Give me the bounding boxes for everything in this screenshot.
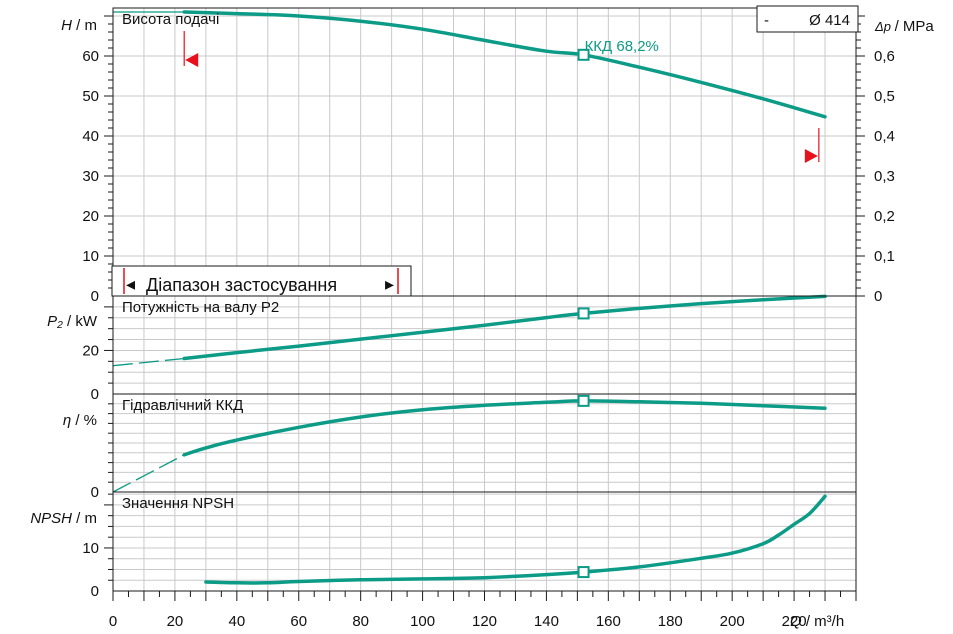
y-axis-unit: / m	[76, 510, 97, 527]
x-axis-unit: / m³/h	[806, 613, 844, 630]
x-tick-label: 180	[658, 613, 683, 630]
x-tick-label: 200	[720, 613, 745, 630]
operating-point-label: ККД 68,2%	[585, 38, 659, 55]
operating-point-marker	[577, 394, 590, 407]
x-tick-label: 0	[109, 613, 117, 630]
y-axis-label: H / m	[61, 17, 97, 34]
y2-tick-label: 0,4	[874, 128, 895, 145]
y-axis-label: P₂ / kW	[47, 313, 98, 330]
grid-layer	[113, 8, 856, 591]
y-tick-label: 10	[82, 540, 99, 557]
operating-point-marker	[577, 48, 590, 61]
legend-marker: -	[764, 12, 769, 29]
y-axis-unit: / %	[75, 412, 97, 429]
y2-axis-symbol: Δp	[874, 19, 895, 34]
y-tick-label: 0	[91, 288, 99, 305]
y-tick-label: 30	[82, 168, 99, 185]
x-tick-label: 80	[352, 613, 369, 630]
x-tick-label: 40	[228, 613, 245, 630]
y-tick-label: 20	[82, 208, 99, 225]
y2-tick-label: 0,5	[874, 88, 895, 105]
tick-layer	[104, 15, 865, 601]
y2-tick-label: 0,1	[874, 248, 895, 265]
application-range: ◂ Діапазон застосування ▸	[111, 265, 412, 297]
x-tick-label: 100	[410, 613, 435, 630]
performance-curve	[182, 399, 827, 457]
y2-tick-label: 0,3	[874, 168, 895, 185]
y2-axis-label: Δp / MPa	[874, 18, 934, 35]
curve-extrapolation	[112, 357, 185, 367]
panel-frame	[112, 491, 857, 592]
panel-title: Гідравлічний ККД	[122, 397, 243, 414]
max-flow-marker	[804, 149, 818, 163]
x-tick-label: 160	[596, 613, 621, 630]
y-axis-symbol: H	[61, 17, 76, 34]
panel-title: Потужність на валу P2	[122, 299, 279, 316]
curve-layer	[112, 10, 827, 585]
y-tick-label: 0	[91, 386, 99, 403]
performance-curve	[182, 294, 827, 361]
range-left-arrow: ◂	[126, 274, 135, 294]
performance-curve	[182, 10, 827, 119]
y2-tick-label: 0	[874, 288, 882, 305]
y-axis-symbol: NPSH	[30, 510, 76, 527]
y-axis-unit: / kW	[67, 313, 98, 330]
x-axis-symbol: Q	[790, 613, 806, 630]
y2-tick-label: 0,6	[874, 48, 895, 65]
panel-title: Висота подачі	[122, 11, 219, 28]
y-axis-label: NPSH / m	[30, 510, 97, 527]
x-tick-label: 60	[290, 613, 307, 630]
min-flow-marker	[185, 53, 199, 67]
panel-title: Значення NPSH	[122, 495, 234, 512]
x-tick-label: 120	[472, 613, 497, 630]
x-tick-label: 20	[167, 613, 184, 630]
y-tick-label: 0	[91, 583, 99, 600]
x-tick-label: 220	[782, 613, 807, 630]
frame-layer	[112, 7, 857, 592]
y-tick-label: 50	[82, 88, 99, 105]
y2-tick-label: 0,2	[874, 208, 895, 225]
range-right-arrow: ▸	[385, 274, 394, 294]
operating-point-marker	[577, 307, 590, 320]
curve-extrapolation	[112, 454, 185, 493]
legend-label: Ø 414	[809, 12, 850, 29]
legend: - Ø 414	[756, 5, 859, 33]
y-axis-label: η / %	[63, 412, 97, 429]
y2-axis-unit: / MPa	[895, 18, 935, 35]
legend-box	[756, 5, 859, 33]
x-tick-label: 140	[534, 613, 559, 630]
y-axis-symbol: η	[63, 412, 76, 429]
y-tick-label: 20	[82, 342, 99, 359]
y-axis-symbol: P₂	[47, 313, 67, 330]
y-tick-label: 40	[82, 128, 99, 145]
range-label: Діапазон застосування	[146, 275, 337, 295]
application-range-box	[111, 265, 412, 297]
y-tick-label: 10	[82, 248, 99, 265]
x-axis-label: Q / m³/h	[790, 613, 844, 630]
y-tick-label: 60	[82, 48, 99, 65]
operating-point-marker	[577, 566, 590, 579]
y-axis-unit: / m	[76, 17, 97, 34]
y-tick-label: 0	[91, 484, 99, 501]
label-layer: 0 10 20 30 40 50 60 0 0,1 0,2 0,3 0,4 0,5 0,6 Висота п…	[30, 11, 934, 630]
